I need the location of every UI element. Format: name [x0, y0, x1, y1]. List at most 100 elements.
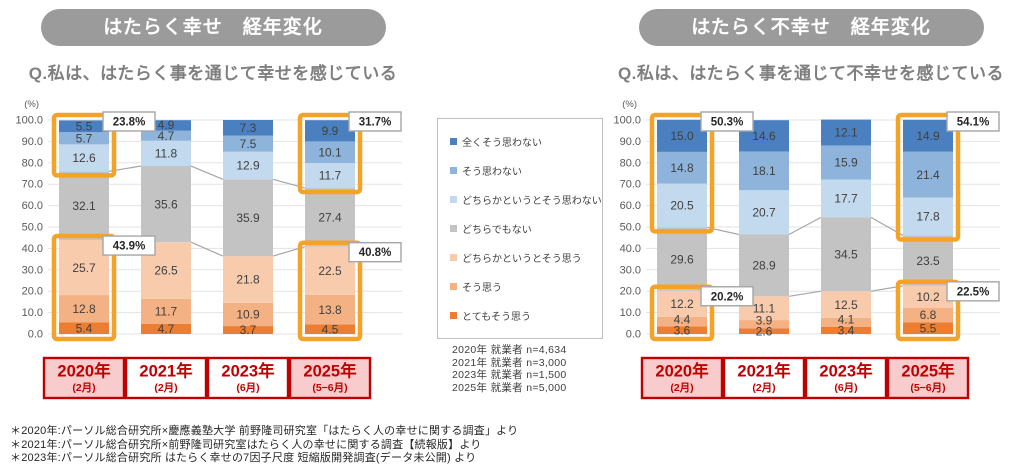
highlight-box	[649, 284, 715, 342]
bar-segment	[739, 151, 789, 191]
y-tick-label: 20.0	[620, 286, 641, 298]
highlight-box	[297, 240, 363, 342]
legend-label: そう思わない	[462, 167, 522, 178]
bar-segment	[657, 227, 707, 291]
year-label: 2025年	[303, 361, 357, 381]
bar-segment	[59, 144, 109, 172]
bar-segment	[821, 179, 871, 218]
y-tick-label: 100.0	[15, 115, 43, 127]
bar-segment	[141, 298, 191, 324]
legend-swatch-icon	[450, 196, 457, 203]
callout-label: 22.5%	[957, 286, 990, 298]
value-label: 3.9	[756, 313, 773, 327]
y-tick-label: 70.0	[620, 179, 641, 191]
legend-label: 全くそう思わない	[462, 138, 542, 149]
bar-segment	[223, 302, 273, 327]
legend-item: どちらでもない	[450, 221, 597, 236]
y-tick-label: 0.0	[626, 329, 641, 341]
bar-segment	[657, 183, 707, 228]
legend-box: 全くそう思わない そう思わない どちらかというとそう思わない どちらでもない どちらかと…	[437, 118, 603, 339]
month-label: (2月)	[154, 382, 177, 394]
footnotes: ＊2020年:パーソル総合研究所×慶應義塾大学 前野隆司研究室「はたらく人の幸せ…	[10, 425, 518, 466]
value-label: 11.1	[753, 301, 776, 315]
legend-label: どちらかというとそう思う	[462, 254, 582, 265]
highlight-box	[51, 233, 117, 342]
value-label: 29.6	[670, 252, 694, 266]
bar-segment	[903, 285, 953, 308]
year-label-box	[206, 356, 290, 400]
value-label: 11.7	[155, 305, 178, 319]
legend-swatch-icon	[450, 225, 457, 232]
value-label: 5.5	[76, 120, 93, 134]
bar-segment	[657, 290, 707, 317]
value-label: 14.8	[670, 161, 694, 175]
value-label: 34.5	[834, 247, 858, 261]
bar-segment	[305, 163, 355, 189]
bar-segment	[59, 132, 109, 145]
stacked-bar-chart-unhappiness: 0.0 10.0 20.0 30.0 40.0 50.0 60.0 70.0 80.0 90.0 1…	[613, 99, 1000, 400]
connector-line	[788, 216, 822, 236]
bar-segment	[223, 151, 273, 180]
y-tick-label: 80.0	[22, 157, 43, 169]
value-label: 3.6	[674, 323, 691, 337]
sample-size-line: 2020年 就業者 n=4,634	[452, 344, 567, 356]
value-label: 7.5	[240, 137, 257, 151]
bar-segment	[59, 240, 109, 296]
year-label: 2021年	[139, 361, 193, 381]
bar-segment	[305, 120, 355, 142]
y-tick-label: 30.0	[620, 264, 641, 276]
value-label: 23.5	[916, 254, 940, 268]
sample-size-line: 2021年 就業者 n=3,000	[452, 356, 567, 369]
y-tick-label: 0.0	[28, 329, 43, 341]
value-label: 12.5	[834, 298, 858, 312]
bar-segment	[739, 234, 789, 297]
value-label: 5.4	[76, 321, 93, 335]
value-label: 10.1	[318, 145, 342, 159]
y-tick-label: 10.0	[22, 307, 43, 319]
value-label: 4.4	[674, 312, 691, 326]
bar-segment	[59, 295, 109, 323]
legend-swatch-icon	[450, 312, 457, 319]
highlight-box	[297, 112, 363, 195]
bar-segment	[821, 145, 871, 180]
bar-segment	[657, 316, 707, 327]
month-label: (5−6月)	[910, 382, 945, 394]
y-tick-label: 70.0	[22, 179, 43, 191]
bar-segment	[903, 119, 953, 152]
y-axis-unit-label: (%)	[622, 99, 637, 110]
callout-box	[700, 111, 754, 132]
callout-box	[946, 111, 1000, 132]
bar-segment	[657, 151, 707, 184]
value-label: 3.7	[240, 323, 257, 337]
value-label: 10.9	[236, 308, 260, 322]
panel-title-pill: はたらく幸せ 経年変化	[40, 9, 386, 46]
y-tick-label: 90.0	[620, 136, 641, 148]
bar-segment	[739, 190, 789, 235]
bar-segment	[903, 235, 953, 286]
bar-segment	[305, 294, 355, 325]
legend-item: どちらかというとそう思う	[450, 250, 597, 265]
y-tick-label: 60.0	[22, 200, 43, 212]
value-label: 4.1	[838, 313, 855, 327]
y-tick-label: 40.0	[22, 243, 43, 255]
panel-happiness: はたらく幸せ 経年変化 Q.私は、はたらく事を通じて幸せを感じている 0.0 10…	[2, 0, 424, 475]
callout-label: 20.2%	[711, 291, 744, 303]
y-tick-label: 40.0	[620, 243, 641, 255]
value-label: 12.2	[670, 297, 694, 311]
value-label: 12.9	[236, 159, 260, 173]
month-label: (6月)	[236, 382, 259, 394]
year-label-box	[124, 356, 208, 400]
legend-item: そう思わない	[450, 163, 597, 178]
month-label: (2月)	[72, 382, 95, 394]
callout-box	[348, 241, 402, 263]
legend-label: とてもそう思う	[462, 312, 531, 323]
bar-segment	[903, 197, 953, 236]
connector-line	[190, 241, 224, 257]
value-label: 25.7	[72, 261, 96, 275]
connector-line	[190, 165, 224, 180]
y-tick-label: 30.0	[22, 264, 43, 276]
value-label: 15.9	[834, 156, 858, 170]
legend-label: そう思う	[462, 283, 502, 294]
value-label: 12.1	[834, 126, 858, 140]
year-label: 2020年	[57, 361, 111, 381]
